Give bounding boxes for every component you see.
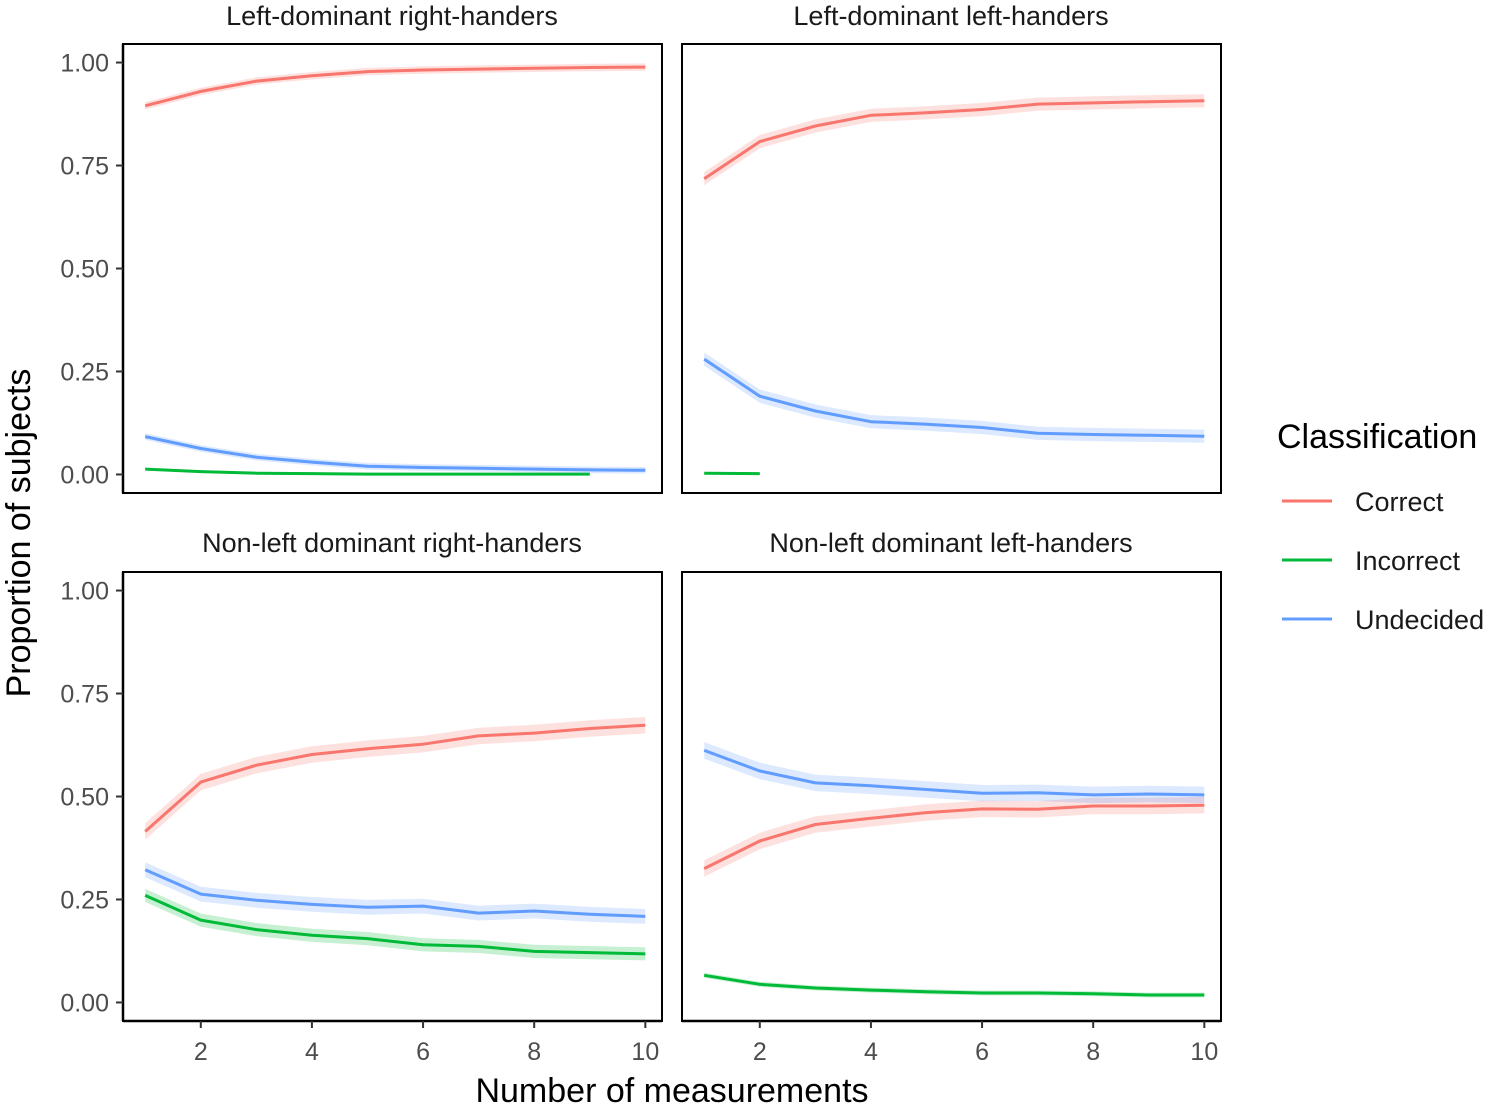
band-undecided [704,742,1205,804]
band-correct [704,94,1205,186]
series-line-undecided [144,435,646,472]
panel-non-left-dominant-left-handers [681,571,1222,1022]
series-line-incorrect [703,973,1205,997]
y-tick-label: 0.75 [60,681,109,709]
y-tick-label: 1.00 [60,578,109,606]
x-tick-label: 10 [1190,1038,1218,1066]
x-tick-label: 8 [527,1038,541,1066]
x-tick-label: 2 [753,1038,767,1066]
y-tick-label: 0.00 [60,461,109,489]
series-line-incorrect [144,894,646,956]
band-incorrect [704,972,1205,998]
panel-left-dominant-right-handers [122,43,663,494]
band-undecided [704,352,1205,443]
series-line-undecided [144,868,646,918]
legend-label-undecided: Undecided [1355,605,1484,635]
panel-title-left-dominant-left-handers: Left-dominant left-handers [793,1,1108,31]
y-tick-label: 0.50 [60,256,109,284]
series-line-correct [703,803,1205,870]
panel-background [123,572,662,1021]
y-tick-label: 0.25 [60,358,109,386]
x-axis-title: Number of measurements [475,1072,868,1108]
legend-label-correct: Correct [1355,487,1444,517]
x-tick-label: 6 [416,1038,430,1066]
panel-left-dominant-left-handers [681,43,1222,494]
x-tick-label: 6 [975,1038,989,1066]
x-tick-label: 10 [631,1038,659,1066]
y-axis-title: Proportion of subjects [0,369,38,698]
panel-background [682,572,1221,1021]
x-tick-label: 4 [864,1038,878,1066]
y-tick-label: 0.50 [60,784,109,812]
y-tick-label: 1.00 [60,50,109,78]
panel-title-non-left-dominant-right-handers: Non-left dominant right-handers [202,528,582,558]
panel-border [681,43,1222,494]
series-line-correct [703,99,1205,180]
series-line-incorrect [145,467,590,476]
series-line-correct [144,65,646,108]
series-line-correct [144,723,646,833]
y-tick-label: 0.25 [60,886,109,914]
panel-title-non-left-dominant-left-handers: Non-left dominant left-handers [769,528,1132,558]
band-correct [704,796,1205,877]
series-line-undecided [703,748,1205,797]
panel-background [123,44,662,493]
panel-background [682,44,1221,493]
axes: 0.00 0.25 0.50 0.75 1.00 0.00 0.25 0.50 0.75 1.00… [60,44,1221,1066]
y-tick-label: 0.00 [60,989,109,1017]
legend: Classification Correct Incorrect Undecid… [1277,418,1484,635]
x-tick-label: 8 [1086,1038,1100,1066]
series-line-undecided [703,357,1205,438]
panel-title-left-dominant-right-handers: Left-dominant right-handers [226,1,558,31]
panel-non-left-dominant-right-handers [122,571,663,1022]
legend-title: Classification [1277,418,1477,456]
legend-label-incorrect: Incorrect [1355,546,1461,576]
x-tick-label: 4 [305,1038,319,1066]
band-undecided [145,862,646,924]
y-tick-label: 0.75 [60,153,109,181]
x-tick-label: 2 [194,1038,208,1066]
